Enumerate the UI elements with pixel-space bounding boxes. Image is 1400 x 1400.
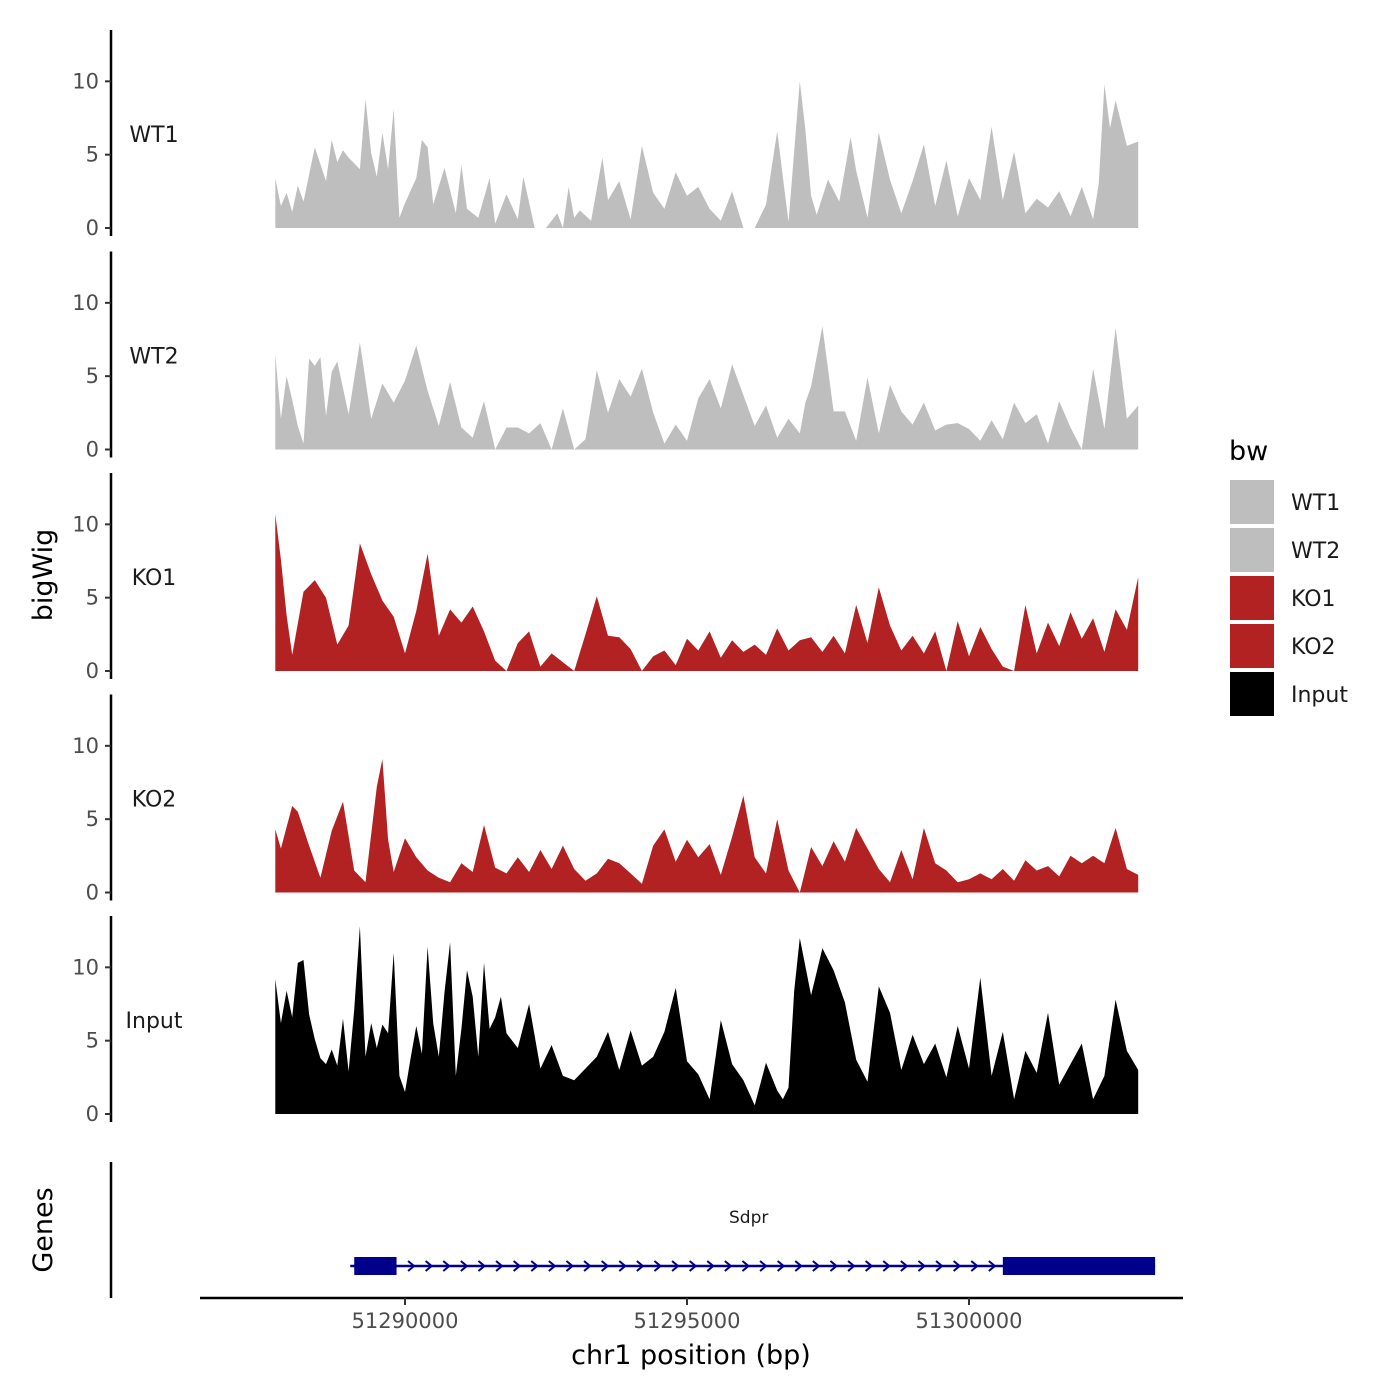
gene-model: Sdpr [350, 1208, 1156, 1275]
strand-arrow [583, 1260, 592, 1272]
strand-arrow [812, 1260, 821, 1272]
strand-arrow [776, 1260, 786, 1272]
strand-arrow [917, 1260, 927, 1272]
strand-arrow [952, 1260, 962, 1272]
gene-name-label: Sdpr [729, 1208, 768, 1228]
strand-arrow [600, 1260, 610, 1272]
track-label-wt1: WT1 [129, 123, 178, 148]
strand-arrow [618, 1260, 627, 1272]
y-tick-label: 0 [86, 1102, 99, 1126]
strand-arrow [565, 1260, 575, 1272]
strand-arrow [530, 1260, 539, 1272]
track-label-ko2: KO2 [132, 788, 177, 813]
x-axis: 51290000 51295000 51300000 chr1 position (… [200, 1296, 1183, 1371]
y-tick-label: 5 [86, 586, 99, 610]
strand-arrow [653, 1260, 663, 1272]
y-tick-label: 0 [86, 216, 99, 240]
strand-arrow [970, 1260, 979, 1272]
track-input: 0 5 10 Input [72, 916, 1139, 1126]
bigwig-tracks: 0 5 10 WT1 0 5 10 WT2 0 5 10 KO1 0 5 10 KO2 0 5 10 Input [72, 30, 1139, 1126]
legend-entry-wt2: WT2 [1230, 528, 1340, 572]
track-label-input: Input [126, 1009, 183, 1034]
legend-entry-wt1: WT1 [1230, 480, 1340, 524]
strand-arrow [794, 1260, 803, 1272]
x-tick-label: 51290000 [352, 1309, 459, 1333]
track-ko1: 0 5 10 KO1 [72, 473, 1139, 683]
strand-arrow [460, 1260, 469, 1272]
y-tick-label: 10 [72, 955, 99, 979]
strand-arrow [706, 1260, 715, 1272]
strand-arrow [548, 1260, 557, 1272]
coverage-area-ko2 [275, 759, 1139, 893]
gene-exon [1002, 1257, 1156, 1275]
legend-swatch [1230, 624, 1274, 668]
strand-arrow [759, 1260, 768, 1272]
y-tick-label: 5 [86, 1029, 99, 1053]
track-label-wt2: WT2 [129, 345, 178, 370]
strand-arrow [724, 1260, 733, 1272]
gene-exon [354, 1257, 397, 1275]
legend-swatch [1230, 576, 1274, 620]
strand-arrow [688, 1260, 698, 1272]
genes-axis-title: Genes [28, 1187, 59, 1272]
x-tick-label: 51295000 [634, 1309, 741, 1333]
genes-track: Sdpr [109, 1162, 1156, 1298]
legend: bw WT1 WT2 KO1 KO2 Input [1229, 436, 1348, 716]
coverage-area-ko1 [275, 514, 1139, 671]
legend-label: WT2 [1291, 539, 1340, 564]
y-tick-label: 10 [72, 291, 99, 315]
legend-entry-ko2: KO2 [1230, 624, 1336, 668]
legend-swatch [1230, 672, 1274, 716]
x-axis-title: chr1 position (bp) [571, 1340, 811, 1371]
x-tick-label: 51300000 [916, 1309, 1023, 1333]
strand-arrow [847, 1260, 856, 1272]
y-tick-label: 5 [86, 364, 99, 388]
y-tick-label: 10 [72, 69, 99, 93]
legend-label: Input [1291, 683, 1348, 708]
track-wt1: 0 5 10 WT1 [72, 30, 1139, 240]
track-ko2: 0 5 10 KO2 [72, 694, 1139, 905]
strand-arrow [636, 1260, 645, 1272]
legend-label: KO2 [1291, 635, 1336, 660]
y-tick-label: 0 [86, 659, 99, 683]
strand-arrow [512, 1260, 522, 1272]
legend-label: WT1 [1291, 491, 1340, 516]
strand-arrow [442, 1260, 451, 1272]
strand-arrow [407, 1260, 416, 1272]
strand-arrow [424, 1260, 434, 1272]
legend-entry-ko1: KO1 [1230, 576, 1336, 620]
strand-arrow [935, 1260, 944, 1272]
strand-arrow [882, 1260, 891, 1272]
y-tick-label: 10 [72, 512, 99, 536]
strand-arrow [671, 1260, 680, 1272]
legend-swatch [1230, 528, 1274, 572]
legend-title: bw [1229, 436, 1268, 467]
strand-arrow [477, 1260, 487, 1272]
y-tick-label: 0 [86, 438, 99, 462]
track-label-ko1: KO1 [132, 566, 177, 591]
strand-arrow [988, 1260, 997, 1272]
track-wt2: 0 5 10 WT2 [72, 251, 1139, 462]
y-tick-label: 10 [72, 734, 99, 758]
y-axis-title: bigWig [28, 529, 59, 622]
coverage-area-wt2 [275, 326, 1139, 450]
coverage-area-input [275, 926, 1139, 1114]
strand-arrow [741, 1260, 751, 1272]
legend-swatch [1230, 480, 1274, 524]
strand-arrow [900, 1260, 909, 1272]
coverage-area-wt1 [275, 81, 1139, 228]
y-tick-label: 5 [86, 143, 99, 167]
y-tick-label: 5 [86, 807, 99, 831]
y-tick-label: 0 [86, 881, 99, 905]
legend-label: KO1 [1291, 587, 1336, 612]
strand-arrow [495, 1260, 504, 1272]
legend-entry-input: Input [1230, 672, 1348, 716]
strand-arrow [829, 1260, 839, 1272]
strand-arrow [864, 1260, 874, 1272]
